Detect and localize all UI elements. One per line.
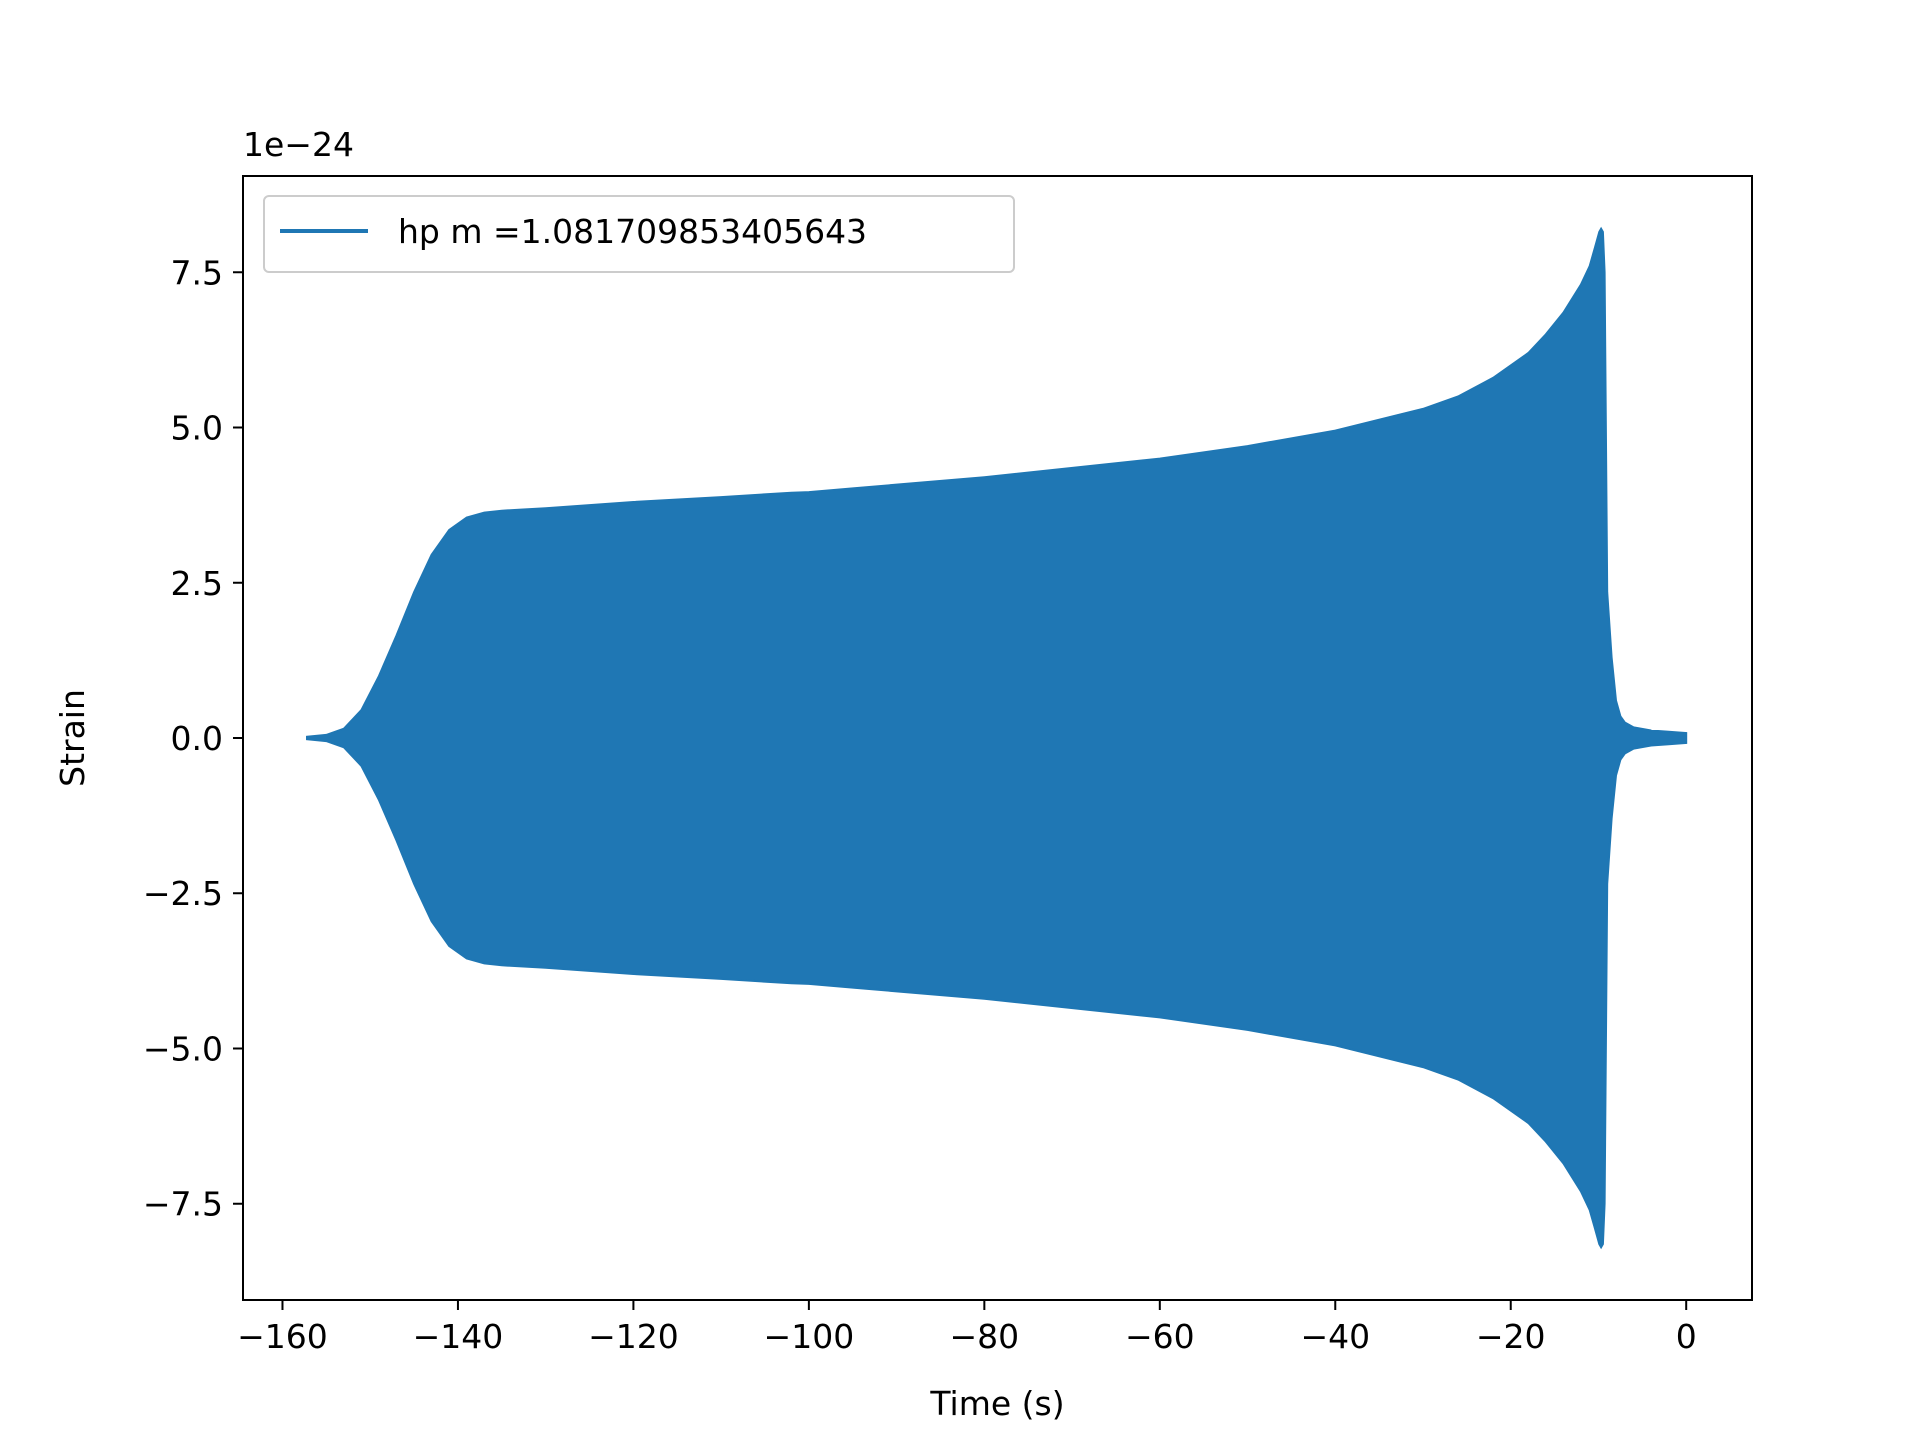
- legend-label: hp m =1.081709853405643: [398, 212, 867, 251]
- y-tick-label: −5.0: [143, 1029, 223, 1068]
- x-tick-label: −80: [950, 1317, 1020, 1356]
- x-tick-label: 0: [1676, 1317, 1697, 1356]
- x-tick-label: −140: [413, 1317, 504, 1356]
- legend-box: [263, 195, 1015, 273]
- legend: hp m =1.081709853405643: [263, 195, 1015, 273]
- x-tick-label: −100: [764, 1317, 855, 1356]
- y-offset-label: 1e−24: [243, 125, 354, 164]
- y-tick-label: 2.5: [171, 564, 223, 603]
- plot-area: [306, 226, 1688, 1250]
- y-tick-label: 0.0: [171, 719, 223, 758]
- y-tick-label: 5.0: [171, 409, 223, 448]
- y-tick-label: −2.5: [143, 874, 223, 913]
- y-tick-label: 7.5: [171, 253, 223, 292]
- x-tick-label: −20: [1476, 1317, 1546, 1356]
- y-axis-ticks: −7.5 −5.0 −2.5 0.0 2.5 5.0 7.5: [143, 253, 243, 1224]
- x-axis-ticks: −160 −140 −120 −100 −80 −60 −40 −20 0: [237, 1300, 1697, 1356]
- x-axis-label: Time (s): [929, 1384, 1064, 1423]
- y-axis-label: Strain: [53, 689, 92, 787]
- x-tick-label: −60: [1125, 1317, 1195, 1356]
- x-tick-label: −120: [588, 1317, 679, 1356]
- x-tick-label: −40: [1300, 1317, 1370, 1356]
- y-tick-label: −7.5: [143, 1185, 223, 1224]
- x-tick-label: −160: [237, 1317, 328, 1356]
